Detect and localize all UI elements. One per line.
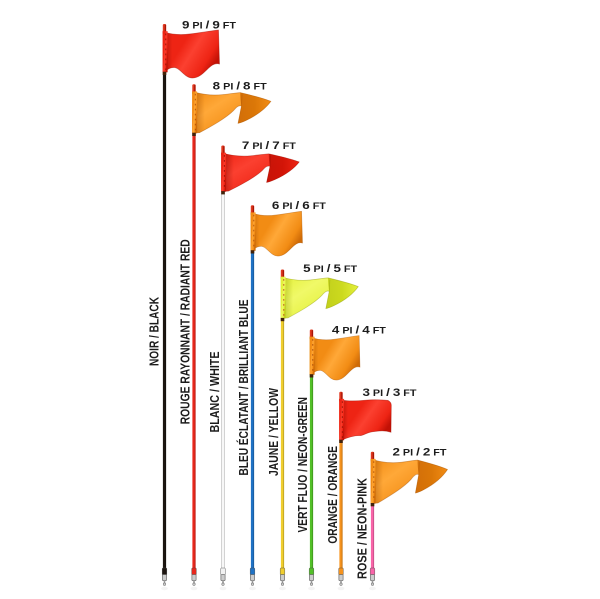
svg-text:6 PI / 6 FT: 6 PI / 6 FT (272, 200, 326, 212)
svg-text:ROSE / NEON-PINK: ROSE / NEON-PINK (354, 477, 369, 579)
svg-text:BLEU ÉCLATANT / BRILLIANT BLUE: BLEU ÉCLATANT / BRILLIANT BLUE (236, 299, 251, 475)
svg-text:5 PI / 5 FT: 5 PI / 5 FT (303, 263, 357, 275)
svg-text:JAUNE / YELLOW: JAUNE / YELLOW (266, 387, 281, 476)
svg-text:BLANC / WHITE: BLANC / WHITE (207, 351, 222, 432)
svg-text:ROUGE RAYONNANT / RADIANT RED: ROUGE RAYONNANT / RADIANT RED (177, 239, 192, 424)
svg-text:9 PI / 9 FT: 9 PI / 9 FT (182, 19, 236, 31)
svg-text:2 PI / 2 FT: 2 PI / 2 FT (393, 447, 447, 459)
svg-text:3 PI / 3 FT: 3 PI / 3 FT (363, 387, 417, 399)
svg-text:ORANGE / ORANGE: ORANGE / ORANGE (325, 446, 340, 544)
svg-text:VERT FLUO / NEON-GREEN: VERT FLUO / NEON-GREEN (295, 397, 310, 533)
svg-text:NOIR / BLACK: NOIR / BLACK (147, 297, 162, 366)
svg-text:7 PI / 7 FT: 7 PI / 7 FT (242, 140, 296, 152)
svg-text:4 PI / 4 FT: 4 PI / 4 FT (332, 325, 386, 337)
svg-text:8 PI / 8 FT: 8 PI / 8 FT (213, 81, 267, 93)
